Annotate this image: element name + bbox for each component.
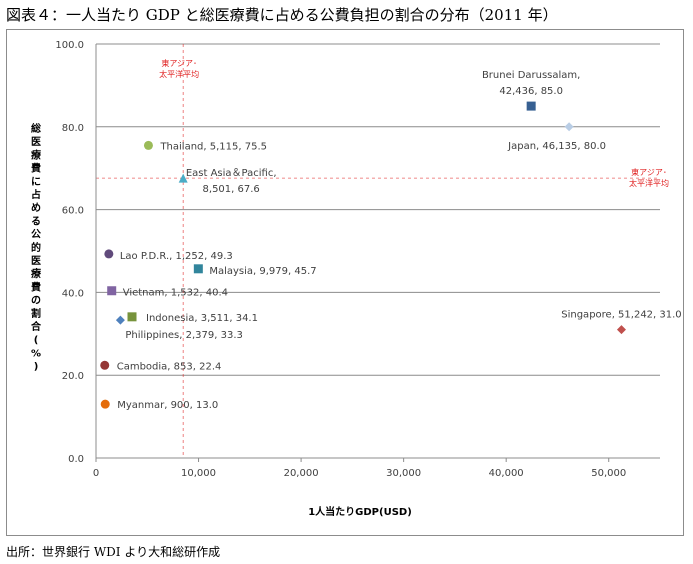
data-point	[100, 360, 110, 370]
data-label: 8,501, 67.6	[203, 184, 260, 195]
reference-label-x: 太平洋平均	[159, 69, 199, 79]
x-tick-label: 30,000	[386, 468, 421, 479]
y-axis-title-char: る	[31, 215, 41, 227]
data-label: East Asia＆Pacific,	[186, 168, 277, 179]
x-tick-label: 50,000	[591, 468, 626, 479]
x-tick-label: 10,000	[181, 468, 216, 479]
x-tick-label: 0	[93, 468, 99, 479]
y-axis-title-char: 費	[31, 280, 41, 293]
data-point	[526, 101, 536, 111]
y-tick-label: 40.0	[62, 288, 84, 299]
data-label: Philippines, 2,379, 33.3	[125, 330, 243, 341]
y-axis-title: 総医療費に占める公的医療費の割合(%)	[30, 122, 42, 373]
y-tick-label: 20.0	[62, 371, 84, 382]
x-tick-label: 40,000	[489, 468, 524, 479]
data-point	[115, 315, 125, 325]
source-note: 出所：世界銀行 WDI より大和総研作成	[6, 545, 221, 559]
data-point	[616, 325, 626, 335]
reference-label-x: 東アジア･	[161, 58, 197, 68]
data-point	[193, 264, 203, 274]
data-label: Brunei Darussalam,	[482, 70, 580, 81]
y-tick-label: 60.0	[62, 206, 84, 217]
axes: 0.0 20.0 40.0 60.0 80.0 100.0 0 10,000 20,000 30,…	[30, 40, 660, 518]
data-point	[107, 286, 117, 296]
y-axis-title-char: 合	[30, 320, 42, 333]
figure-title: 図表４：一人当たり GDP と総医療費に占める公費負担の割合の分布（2011 年…	[6, 6, 558, 24]
reference-label-y: 東アジア･	[631, 167, 667, 177]
data-points	[100, 101, 626, 409]
data-point	[127, 312, 137, 322]
y-axis-title-char: (	[34, 335, 39, 346]
data-point	[143, 140, 153, 150]
data-point	[100, 399, 110, 409]
y-axis-title-char: 公	[31, 229, 41, 241]
y-axis-title-char: 医	[31, 255, 41, 267]
data-label: Cambodia, 853, 22.4	[117, 361, 222, 372]
data-labels: Thailand, 5,115, 75.5 Brunei Darussalam, 4…	[117, 70, 682, 411]
y-tick-label: 100.0	[55, 40, 84, 51]
data-label: Myanmar, 900, 13.0	[117, 400, 218, 411]
y-axis-title-char: %	[31, 348, 41, 359]
data-label: 42,436, 85.0	[499, 86, 563, 97]
y-axis-title-char: 医	[31, 136, 41, 148]
y-axis-title-char: 的	[31, 241, 41, 254]
y-axis-title-char: )	[34, 362, 39, 373]
data-point	[178, 173, 188, 183]
y-tick-label: 0.0	[68, 454, 84, 465]
data-label: Indonesia, 3,511, 34.1	[146, 313, 258, 324]
data-label: Lao P.D.R., 1,252, 49.3	[120, 251, 233, 262]
data-label: Japan, 46,135, 80.0	[507, 141, 606, 152]
x-tick-label: 20,000	[284, 468, 319, 479]
y-axis-title-char: 療	[31, 267, 41, 280]
y-axis-title-char: 占	[31, 188, 41, 201]
y-axis-title-char: に	[31, 176, 41, 188]
data-label: Thailand, 5,115, 75.5	[159, 141, 267, 152]
y-axis-title-char: 総	[31, 122, 41, 135]
y-axis-title-char: の	[31, 296, 41, 307]
data-label: Vietnam, 1,532, 40.4	[123, 288, 228, 299]
x-axis-title: 1人当たりGDP(USD)	[308, 505, 412, 518]
y-tick-label: 80.0	[62, 123, 84, 134]
data-label: Malaysia, 9,979, 45.7	[209, 266, 316, 277]
chart-frame	[6, 29, 684, 536]
data-point	[104, 249, 114, 259]
y-axis-title-char: 療	[31, 148, 41, 161]
y-axis-title-char: め	[31, 202, 41, 214]
reference-label-y: 太平洋平均	[629, 178, 669, 188]
y-axis-title-char: 費	[31, 162, 41, 175]
data-point	[564, 122, 574, 132]
data-label: Singapore, 51,242, 31.0	[561, 310, 681, 321]
y-axis-title-char: 割	[31, 307, 41, 320]
